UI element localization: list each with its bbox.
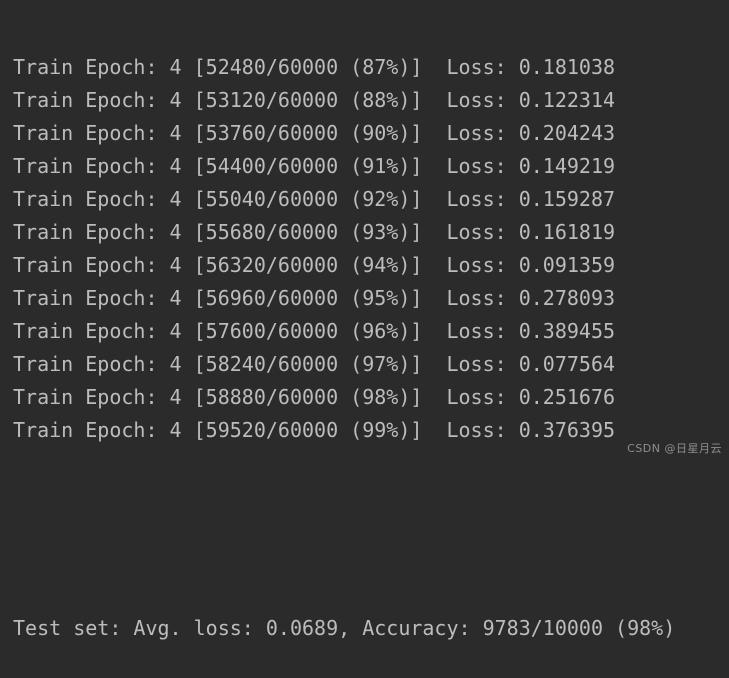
train-log-line: Train Epoch: 4 [57600/60000 (96%)] Loss:… xyxy=(13,319,616,343)
train-log-line: Train Epoch: 4 [54400/60000 (91%)] Loss:… xyxy=(13,154,616,178)
train-log-line: Train Epoch: 4 [53120/60000 (88%)] Loss:… xyxy=(13,88,616,112)
train-log-line: Train Epoch: 4 [55040/60000 (92%)] Loss:… xyxy=(13,187,616,211)
train-log-line: Train Epoch: 4 [59520/60000 (99%)] Loss:… xyxy=(13,418,616,442)
train-log-line: Train Epoch: 4 [53760/60000 (90%)] Loss:… xyxy=(13,121,616,145)
console-output: Train Epoch: 4 [52480/60000 (87%)] Loss:… xyxy=(13,0,675,678)
csdn-watermark: CSDN @日星月云 xyxy=(627,442,722,455)
test-summary-line: Test set: Avg. loss: 0.0689, Accuracy: 9… xyxy=(13,616,676,640)
train-log-line: Train Epoch: 4 [56320/60000 (94%)] Loss:… xyxy=(13,253,616,277)
train-log-line: Train Epoch: 4 [58240/60000 (97%)] Loss:… xyxy=(13,352,616,376)
train-log-line: Train Epoch: 4 [52480/60000 (87%)] Loss:… xyxy=(13,55,616,79)
train-log-line: Train Epoch: 4 [55680/60000 (93%)] Loss:… xyxy=(13,220,616,244)
train-log-lines: Train Epoch: 4 [52480/60000 (87%)] Loss:… xyxy=(13,51,675,447)
blank-line xyxy=(13,513,675,546)
train-log-line: Train Epoch: 4 [58880/60000 (98%)] Loss:… xyxy=(13,385,616,409)
train-log-line: Train Epoch: 4 [56960/60000 (95%)] Loss:… xyxy=(13,286,616,310)
